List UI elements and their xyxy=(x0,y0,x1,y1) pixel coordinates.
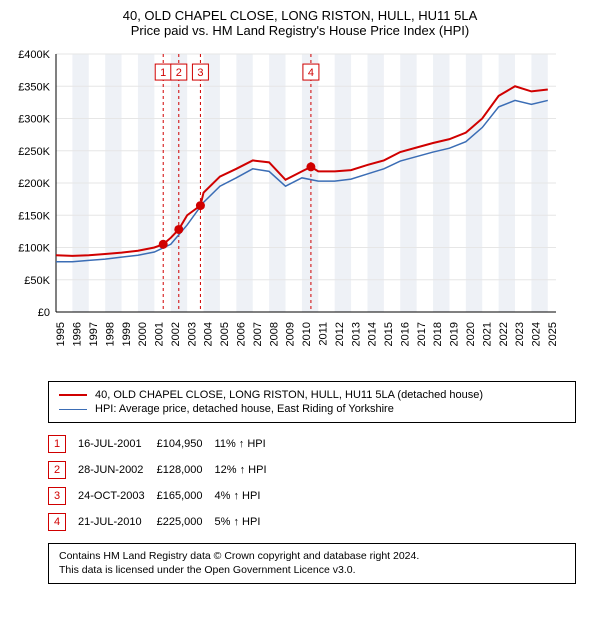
svg-text:2008: 2008 xyxy=(268,322,280,346)
title-subtitle: Price paid vs. HM Land Registry's House … xyxy=(8,23,592,38)
svg-text:2003: 2003 xyxy=(186,322,198,346)
transaction-marker: 4 xyxy=(48,513,66,531)
transaction-price: £104,950 xyxy=(157,431,215,457)
svg-text:£250K: £250K xyxy=(18,146,50,158)
transaction-marker: 2 xyxy=(48,461,66,479)
svg-text:£50K: £50K xyxy=(24,275,50,287)
transaction-delta: 5% ↑ HPI xyxy=(215,509,279,535)
legend-label: 40, OLD CHAPEL CLOSE, LONG RISTON, HULL,… xyxy=(95,389,483,401)
legend-row: 40, OLD CHAPEL CLOSE, LONG RISTON, HULL,… xyxy=(59,388,565,402)
transactions-table: 1 16-JUL-2001£104,95011% ↑ HPI 2 28-JUN-200… xyxy=(48,431,279,535)
title-block: 40, OLD CHAPEL CLOSE, LONG RISTON, HULL,… xyxy=(8,8,592,38)
table-row: 2 28-JUN-2002£128,00012% ↑ HPI xyxy=(48,457,279,483)
price-chart: £0 £50K £100K £150K £200K £250K £300K £350K £400… xyxy=(8,46,592,371)
svg-text:1996: 1996 xyxy=(72,322,84,346)
svg-text:2023: 2023 xyxy=(514,322,526,346)
transaction-delta: 12% ↑ HPI xyxy=(215,457,279,483)
svg-text:2005: 2005 xyxy=(219,322,231,346)
svg-text:2021: 2021 xyxy=(481,322,493,346)
transaction-date: 21-JUL-2010 xyxy=(78,509,157,535)
license-line-2: This data is licensed under the Open Gov… xyxy=(59,564,565,578)
svg-text:2017: 2017 xyxy=(416,322,428,346)
svg-text:2007: 2007 xyxy=(252,322,264,346)
transaction-date: 24-OCT-2003 xyxy=(78,483,157,509)
svg-text:2: 2 xyxy=(176,67,182,79)
svg-text:£300K: £300K xyxy=(18,114,50,126)
chart-svg: £0 £50K £100K £150K £200K £250K £300K £350K £400… xyxy=(8,46,568,366)
table-row: 1 16-JUL-2001£104,95011% ↑ HPI xyxy=(48,431,279,457)
legend-swatch xyxy=(59,409,87,410)
svg-text:2004: 2004 xyxy=(203,322,215,346)
svg-text:2020: 2020 xyxy=(465,322,477,346)
svg-text:2016: 2016 xyxy=(399,322,411,346)
svg-text:£200K: £200K xyxy=(18,178,50,190)
svg-text:1: 1 xyxy=(160,67,166,79)
svg-text:£150K: £150K xyxy=(18,210,50,222)
transaction-date: 16-JUL-2001 xyxy=(78,431,157,457)
transaction-marker: 1 xyxy=(48,435,66,453)
svg-text:2015: 2015 xyxy=(383,322,395,346)
transaction-delta: 4% ↑ HPI xyxy=(215,483,279,509)
svg-text:£350K: £350K xyxy=(18,81,50,93)
transaction-price: £225,000 xyxy=(157,509,215,535)
svg-text:2018: 2018 xyxy=(432,322,444,346)
license-text: Contains HM Land Registry data © Crown c… xyxy=(48,543,576,584)
transaction-marker: 3 xyxy=(48,487,66,505)
svg-text:2000: 2000 xyxy=(137,322,149,346)
license-line-1: Contains HM Land Registry data © Crown c… xyxy=(59,550,565,564)
svg-text:£0: £0 xyxy=(38,307,50,319)
svg-text:2012: 2012 xyxy=(334,322,346,346)
svg-text:1995: 1995 xyxy=(55,322,67,346)
svg-text:2011: 2011 xyxy=(317,322,329,346)
legend-label: HPI: Average price, detached house, East… xyxy=(95,403,394,415)
legend: 40, OLD CHAPEL CLOSE, LONG RISTON, HULL,… xyxy=(48,381,576,423)
svg-text:2022: 2022 xyxy=(498,322,510,346)
svg-text:2019: 2019 xyxy=(449,322,461,346)
svg-text:2025: 2025 xyxy=(547,322,559,346)
svg-text:£100K: £100K xyxy=(18,243,50,255)
legend-swatch xyxy=(59,394,87,396)
transaction-price: £128,000 xyxy=(157,457,215,483)
svg-text:£400K: £400K xyxy=(18,49,50,61)
svg-text:2010: 2010 xyxy=(301,322,313,346)
svg-text:4: 4 xyxy=(308,67,314,79)
svg-text:2002: 2002 xyxy=(170,322,182,346)
svg-text:1997: 1997 xyxy=(88,322,100,346)
svg-text:2013: 2013 xyxy=(350,322,362,346)
svg-text:1998: 1998 xyxy=(104,322,116,346)
svg-text:1999: 1999 xyxy=(121,322,133,346)
table-row: 4 21-JUL-2010£225,0005% ↑ HPI xyxy=(48,509,279,535)
transaction-price: £165,000 xyxy=(157,483,215,509)
svg-text:2014: 2014 xyxy=(367,322,379,346)
legend-row: HPI: Average price, detached house, East… xyxy=(59,402,565,416)
title-address: 40, OLD CHAPEL CLOSE, LONG RISTON, HULL,… xyxy=(8,8,592,23)
transaction-date: 28-JUN-2002 xyxy=(78,457,157,483)
table-row: 3 24-OCT-2003£165,0004% ↑ HPI xyxy=(48,483,279,509)
svg-text:2006: 2006 xyxy=(236,322,248,346)
svg-text:2001: 2001 xyxy=(154,322,166,346)
transaction-delta: 11% ↑ HPI xyxy=(215,431,279,457)
svg-text:2009: 2009 xyxy=(285,322,297,346)
svg-text:3: 3 xyxy=(197,67,203,79)
svg-text:2024: 2024 xyxy=(531,322,543,346)
